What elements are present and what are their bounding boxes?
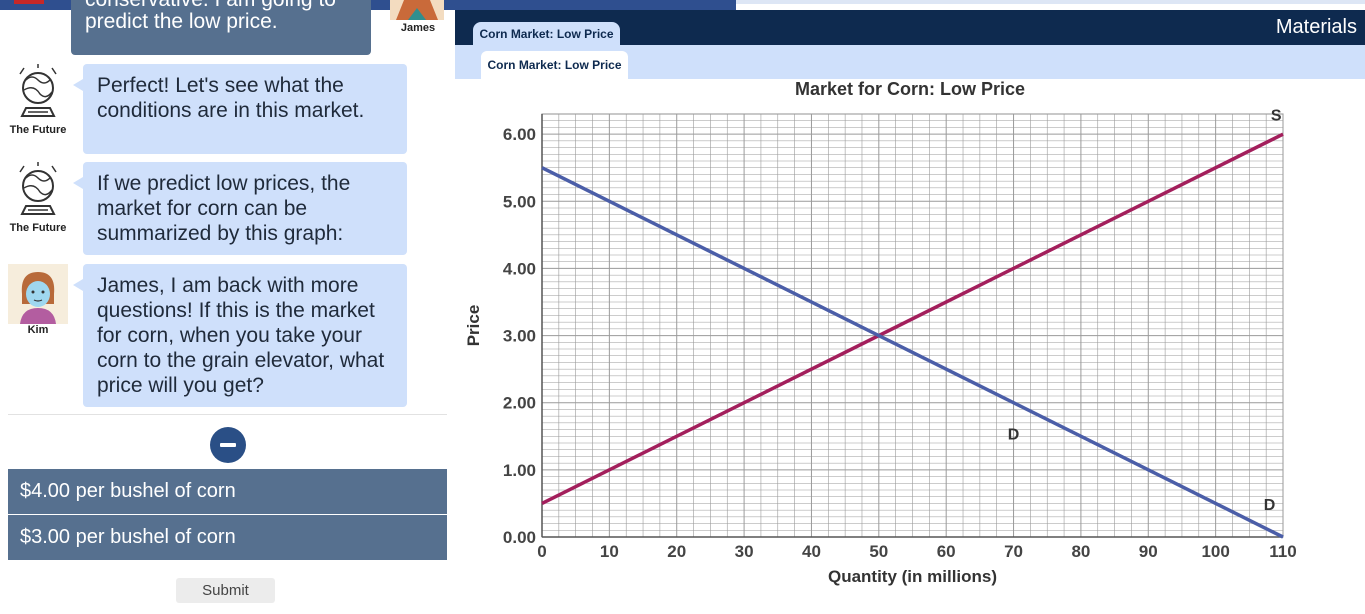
x-axis-label: Quantity (in millions) [828, 567, 997, 586]
x-tick-label: 40 [802, 542, 821, 561]
x-tick-label: 80 [1071, 542, 1090, 561]
chart-title: Market for Corn: Low Price [794, 79, 1026, 99]
bubble-arrow [73, 79, 83, 91]
kim-avatar [8, 264, 68, 324]
tab-corn-market[interactable]: Corn Market: Low Price [473, 22, 620, 45]
sender-name: The Future [9, 222, 67, 234]
answer-option-4[interactable]: $4.00 per bushel of corn [8, 469, 447, 514]
collapse-button[interactable] [210, 427, 246, 463]
crystal-ball-avatar [8, 64, 68, 124]
x-tick-label: 110 [1269, 542, 1296, 561]
y-tick-label: 4.00 [503, 259, 536, 278]
x-tick-label: 60 [937, 542, 956, 561]
curve-label: D [1264, 497, 1276, 514]
materials-title: Materials [1275, 16, 1357, 38]
chat-panel: conservative. I am going to predict the … [0, 0, 455, 614]
submit-button[interactable]: Submit [176, 578, 275, 603]
prev-message-line1: conservative. I am going to [85, 0, 336, 12]
y-tick-label: 3.00 [503, 327, 536, 346]
materials-header: Corn Market: Low Price Materials [455, 10, 1365, 45]
prev-message-bubble: conservative. I am going to predict the … [71, 0, 371, 55]
crystal-ball-avatar [8, 162, 68, 222]
x-tick-label: 20 [667, 542, 686, 561]
curve-label: D [1008, 427, 1020, 444]
subtab-corn-market[interactable]: Corn Market: Low Price [481, 51, 628, 79]
answer-option-3[interactable]: $3.00 per bushel of corn [8, 515, 447, 560]
x-tick-label: 10 [600, 542, 619, 561]
progress-marker [14, 0, 44, 4]
x-tick-label: 90 [1139, 542, 1158, 561]
bubble-arrow [73, 279, 83, 291]
minus-icon [220, 443, 236, 447]
x-tick-label: 70 [1004, 542, 1023, 561]
bubble-arrow [73, 177, 83, 189]
x-tick-label: 50 [869, 542, 888, 561]
progress-track [736, 0, 1365, 4]
y-tick-label: 0.00 [503, 528, 536, 547]
y-tick-label: 5.00 [503, 192, 536, 211]
sender-name: Kim [27, 324, 49, 336]
y-tick-label: 6.00 [503, 125, 536, 144]
x-tick-label: 100 [1201, 542, 1229, 561]
prev-message-line2: predict the low price. [85, 10, 278, 33]
y-axis-label: Price [464, 305, 483, 347]
message-bubble: If we predict low prices, the market for… [83, 162, 407, 255]
message-bubble: Perfect! Let's see what the conditions a… [83, 64, 407, 154]
y-tick-label: 2.00 [503, 394, 536, 413]
supply-line [541, 132, 1284, 505]
james-name: James [400, 22, 436, 34]
x-tick-label: 30 [735, 542, 754, 561]
market-chart: 0 10 20 30 40 50 60 70 80 90 100 110 0.00 1.00 2.00 3.0… [464, 108, 1297, 586]
x-tick-label: 0 [537, 542, 546, 561]
message-bubble: James, I am back with more questions! If… [83, 264, 407, 407]
james-avatar [390, 0, 444, 20]
curve-label: S [1271, 108, 1282, 125]
sender-name: The Future [9, 124, 67, 136]
demand-line [541, 166, 1284, 539]
materials-panel: Corn Market: Low Price Materials Corn Ma… [455, 10, 1365, 614]
subtab-bar: Corn Market: Low Price [455, 45, 1365, 79]
y-tick-label: 1.00 [503, 461, 536, 480]
divider [8, 414, 447, 415]
